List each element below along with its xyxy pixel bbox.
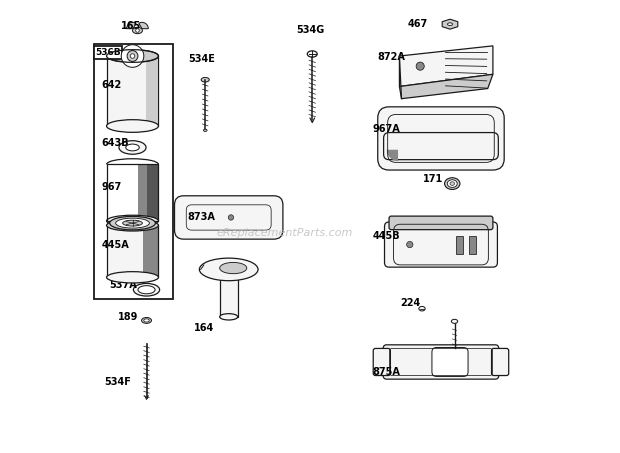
Ellipse shape <box>126 144 140 151</box>
Bar <box>456 236 463 254</box>
Ellipse shape <box>133 27 143 34</box>
Text: 467: 467 <box>408 19 428 29</box>
Circle shape <box>127 51 138 62</box>
Ellipse shape <box>119 141 146 154</box>
Text: 534G: 534G <box>296 25 325 35</box>
Text: 536B: 536B <box>95 48 121 57</box>
Text: 165: 165 <box>122 20 141 30</box>
Bar <box>469 236 476 254</box>
Bar <box>107 226 159 277</box>
Ellipse shape <box>419 306 425 311</box>
Text: 224: 224 <box>401 298 420 308</box>
Bar <box>143 226 159 277</box>
Ellipse shape <box>219 262 247 274</box>
Ellipse shape <box>107 120 159 132</box>
Ellipse shape <box>107 215 159 226</box>
Ellipse shape <box>123 220 143 226</box>
Text: 642: 642 <box>101 80 122 90</box>
Text: 967A: 967A <box>373 125 400 135</box>
FancyBboxPatch shape <box>174 196 283 239</box>
Circle shape <box>407 241 413 248</box>
Text: 537A: 537A <box>109 280 137 290</box>
Circle shape <box>122 45 144 67</box>
Text: 875A: 875A <box>373 367 400 377</box>
Ellipse shape <box>138 286 155 294</box>
FancyBboxPatch shape <box>384 222 497 267</box>
Ellipse shape <box>141 318 151 323</box>
FancyBboxPatch shape <box>378 107 504 170</box>
Ellipse shape <box>201 77 210 82</box>
Text: 872A: 872A <box>378 52 405 62</box>
Text: 445A: 445A <box>101 241 129 251</box>
Polygon shape <box>147 164 159 221</box>
Bar <box>94 46 122 59</box>
Wedge shape <box>139 22 148 29</box>
Wedge shape <box>387 150 398 161</box>
Bar <box>107 164 159 221</box>
Text: 445B: 445B <box>373 231 400 241</box>
Text: 534E: 534E <box>188 53 215 63</box>
Text: 967: 967 <box>101 182 122 192</box>
Circle shape <box>228 215 234 220</box>
Ellipse shape <box>107 272 159 283</box>
Ellipse shape <box>203 129 207 131</box>
Ellipse shape <box>450 182 454 185</box>
Ellipse shape <box>110 217 156 230</box>
Circle shape <box>136 29 140 32</box>
Ellipse shape <box>107 220 159 231</box>
Polygon shape <box>399 74 493 99</box>
Wedge shape <box>126 22 136 29</box>
Bar <box>107 56 159 126</box>
FancyBboxPatch shape <box>373 348 391 376</box>
Text: 534F: 534F <box>105 377 131 387</box>
Polygon shape <box>442 19 458 29</box>
Ellipse shape <box>445 178 460 189</box>
Text: 873A: 873A <box>187 212 215 222</box>
Bar <box>146 56 159 126</box>
FancyBboxPatch shape <box>383 345 498 379</box>
FancyBboxPatch shape <box>492 348 508 376</box>
FancyBboxPatch shape <box>432 347 468 376</box>
Text: 171: 171 <box>423 174 443 184</box>
Ellipse shape <box>448 23 453 25</box>
Bar <box>107 164 159 221</box>
Ellipse shape <box>308 51 317 57</box>
Circle shape <box>130 54 135 58</box>
Polygon shape <box>138 164 159 221</box>
Circle shape <box>416 62 424 70</box>
Bar <box>219 267 237 317</box>
Ellipse shape <box>200 258 258 281</box>
Text: 643B: 643B <box>101 138 129 148</box>
Ellipse shape <box>447 180 457 188</box>
Text: 189: 189 <box>118 312 138 322</box>
Ellipse shape <box>451 319 458 323</box>
Text: eReplacementParts.com: eReplacementParts.com <box>217 228 353 238</box>
Ellipse shape <box>133 284 159 296</box>
Bar <box>107 226 159 277</box>
Text: 164: 164 <box>193 323 214 333</box>
Ellipse shape <box>219 313 237 320</box>
FancyBboxPatch shape <box>389 216 493 230</box>
Ellipse shape <box>107 50 159 63</box>
FancyBboxPatch shape <box>384 133 498 159</box>
Ellipse shape <box>144 319 149 322</box>
Bar <box>94 43 173 299</box>
Ellipse shape <box>116 218 149 228</box>
Polygon shape <box>399 46 493 87</box>
